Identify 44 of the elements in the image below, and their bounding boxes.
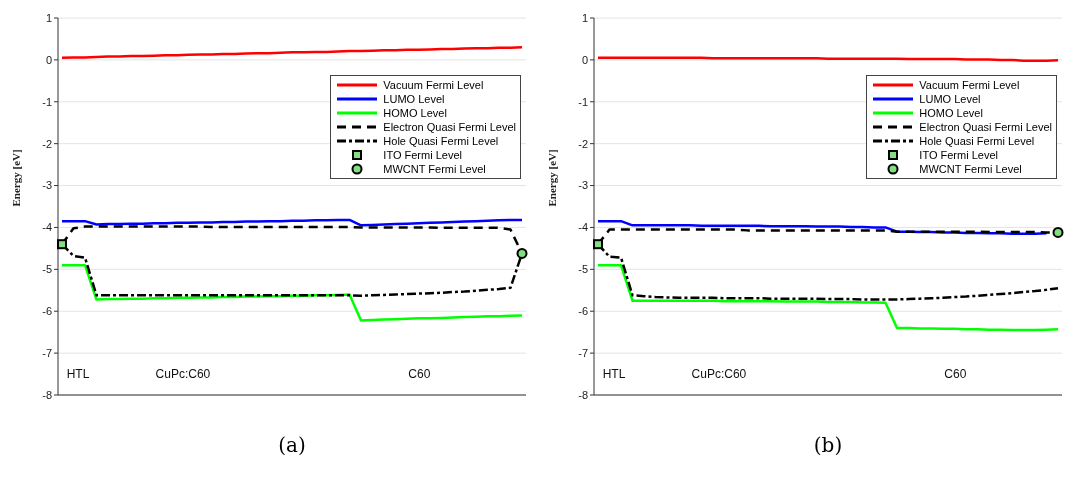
legend-label: LUMO Level — [919, 92, 981, 106]
text: (a) — [277, 433, 307, 457]
legend-label: HOMO Level — [919, 106, 983, 120]
y-tick-label: 0 — [581, 53, 588, 66]
y-tick-label: -7 — [42, 347, 52, 360]
annotation: C60 — [408, 367, 431, 381]
y-tick-label: -6 — [42, 305, 52, 318]
legend-label: Electron Quasi Fermi Level — [919, 120, 1052, 134]
legend-label: ITO Fermi Level — [383, 148, 462, 162]
y-axis-title: Energy [eV] — [9, 149, 22, 207]
y-tick-label: -6 — [578, 305, 588, 318]
legend-label: ITO Fermi Level — [919, 148, 998, 162]
y-tick-label: -2 — [42, 137, 52, 150]
y-tick-label: -1 — [578, 95, 588, 108]
y-tick-label: -3 — [578, 179, 588, 192]
legend-label: Hole Quasi Fermi Level — [383, 134, 499, 148]
y-tick-label: -8 — [578, 388, 588, 401]
legend-label: Electron Quasi Fermi Level — [383, 120, 516, 134]
y-tick-label: 1 — [581, 11, 588, 24]
annotation: C60 — [944, 367, 967, 381]
y-tick-label: -5 — [42, 263, 52, 276]
legend-label: MWCNT Fermi Level — [919, 162, 1022, 176]
legend-label: Hole Quasi Fermi Level — [919, 134, 1035, 148]
y-tick-label: -3 — [42, 179, 52, 192]
y-tick-label: -5 — [578, 263, 588, 276]
y-tick-label: -4 — [42, 221, 52, 234]
annotation: HTL — [602, 367, 626, 381]
y-tick-label: 0 — [45, 53, 52, 66]
legend-label: Vacuum Fermi Level — [919, 78, 1020, 92]
y-axis-title: Energy [eV] — [545, 149, 558, 207]
legend-label: LUMO Level — [383, 92, 445, 106]
legend-label: MWCNT Fermi Level — [383, 162, 486, 176]
y-tick-label: -1 — [42, 95, 52, 108]
y-tick-label: -2 — [578, 137, 588, 150]
y-tick-label: -7 — [578, 347, 588, 360]
text: (b) — [812, 433, 844, 457]
legend-label: Vacuum Fermi Level — [383, 78, 484, 92]
annotation: CuPc:C60 — [691, 367, 747, 381]
legend-label: HOMO Level — [383, 106, 447, 120]
y-tick-label: 1 — [45, 11, 52, 24]
y-tick-label: -8 — [42, 388, 52, 401]
annotation: CuPc:C60 — [155, 367, 211, 381]
annotation: HTL — [66, 367, 90, 381]
y-tick-label: -4 — [578, 221, 588, 234]
